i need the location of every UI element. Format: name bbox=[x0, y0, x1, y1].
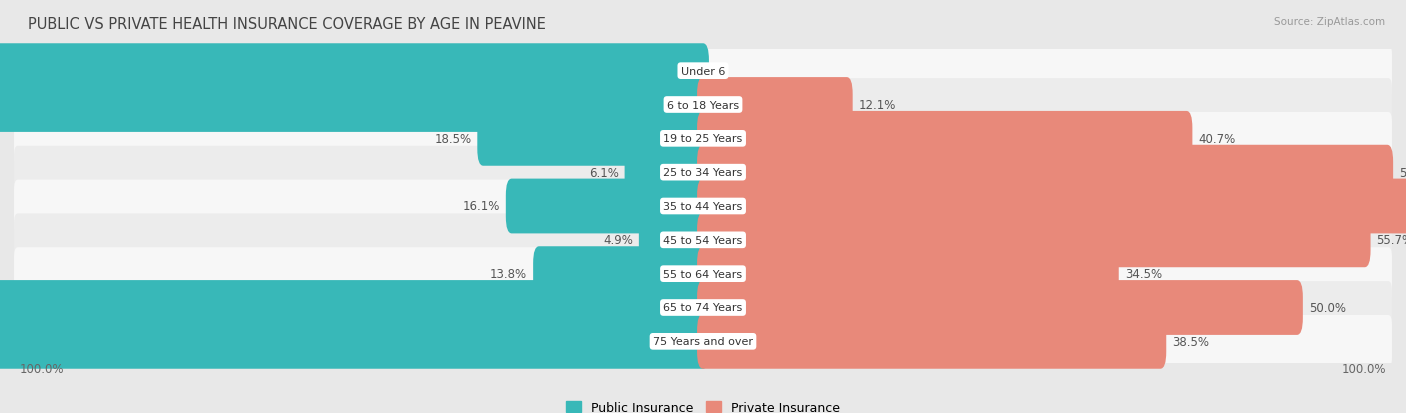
Text: 57.6%: 57.6% bbox=[1399, 166, 1406, 179]
Text: 13.8%: 13.8% bbox=[491, 268, 527, 280]
FancyBboxPatch shape bbox=[14, 281, 1392, 334]
Text: 40.7%: 40.7% bbox=[1198, 133, 1236, 145]
FancyBboxPatch shape bbox=[638, 213, 709, 268]
FancyBboxPatch shape bbox=[506, 179, 709, 234]
FancyBboxPatch shape bbox=[14, 79, 1392, 132]
Text: 55 to 64 Years: 55 to 64 Years bbox=[664, 269, 742, 279]
FancyBboxPatch shape bbox=[0, 78, 709, 133]
Text: 45 to 54 Years: 45 to 54 Years bbox=[664, 235, 742, 245]
Text: 16.1%: 16.1% bbox=[463, 200, 501, 213]
FancyBboxPatch shape bbox=[477, 112, 709, 166]
FancyBboxPatch shape bbox=[14, 315, 1392, 368]
FancyBboxPatch shape bbox=[14, 147, 1392, 199]
Text: Source: ZipAtlas.com: Source: ZipAtlas.com bbox=[1274, 17, 1385, 26]
Text: 35 to 44 Years: 35 to 44 Years bbox=[664, 202, 742, 211]
FancyBboxPatch shape bbox=[14, 248, 1392, 300]
Text: 65 to 74 Years: 65 to 74 Years bbox=[664, 303, 742, 313]
FancyBboxPatch shape bbox=[0, 280, 709, 335]
Text: 100.0%: 100.0% bbox=[1341, 363, 1386, 375]
FancyBboxPatch shape bbox=[533, 247, 709, 301]
FancyBboxPatch shape bbox=[624, 145, 709, 200]
Text: Under 6: Under 6 bbox=[681, 66, 725, 76]
FancyBboxPatch shape bbox=[697, 145, 1393, 200]
FancyBboxPatch shape bbox=[0, 314, 709, 369]
Text: 34.5%: 34.5% bbox=[1125, 268, 1161, 280]
Text: 38.5%: 38.5% bbox=[1173, 335, 1209, 348]
Text: 100.0%: 100.0% bbox=[20, 363, 65, 375]
Legend: Public Insurance, Private Insurance: Public Insurance, Private Insurance bbox=[567, 401, 839, 413]
Text: PUBLIC VS PRIVATE HEALTH INSURANCE COVERAGE BY AGE IN PEAVINE: PUBLIC VS PRIVATE HEALTH INSURANCE COVER… bbox=[28, 17, 546, 31]
Text: 4.9%: 4.9% bbox=[603, 234, 633, 247]
Text: 19 to 25 Years: 19 to 25 Years bbox=[664, 134, 742, 144]
Text: 18.5%: 18.5% bbox=[434, 133, 471, 145]
FancyBboxPatch shape bbox=[14, 113, 1392, 165]
FancyBboxPatch shape bbox=[697, 247, 1119, 301]
FancyBboxPatch shape bbox=[697, 213, 1371, 268]
FancyBboxPatch shape bbox=[14, 214, 1392, 266]
FancyBboxPatch shape bbox=[14, 45, 1392, 98]
Text: 55.7%: 55.7% bbox=[1376, 234, 1406, 247]
FancyBboxPatch shape bbox=[697, 78, 852, 133]
FancyBboxPatch shape bbox=[697, 179, 1406, 234]
FancyBboxPatch shape bbox=[14, 180, 1392, 233]
Text: 25 to 34 Years: 25 to 34 Years bbox=[664, 168, 742, 178]
Text: 50.0%: 50.0% bbox=[1309, 301, 1346, 314]
FancyBboxPatch shape bbox=[697, 112, 1192, 166]
Text: 6.1%: 6.1% bbox=[589, 166, 619, 179]
Text: 75 Years and over: 75 Years and over bbox=[652, 337, 754, 347]
FancyBboxPatch shape bbox=[697, 314, 1166, 369]
Text: 6 to 18 Years: 6 to 18 Years bbox=[666, 100, 740, 110]
FancyBboxPatch shape bbox=[697, 280, 1303, 335]
FancyBboxPatch shape bbox=[0, 44, 709, 99]
Text: 12.1%: 12.1% bbox=[859, 99, 896, 112]
